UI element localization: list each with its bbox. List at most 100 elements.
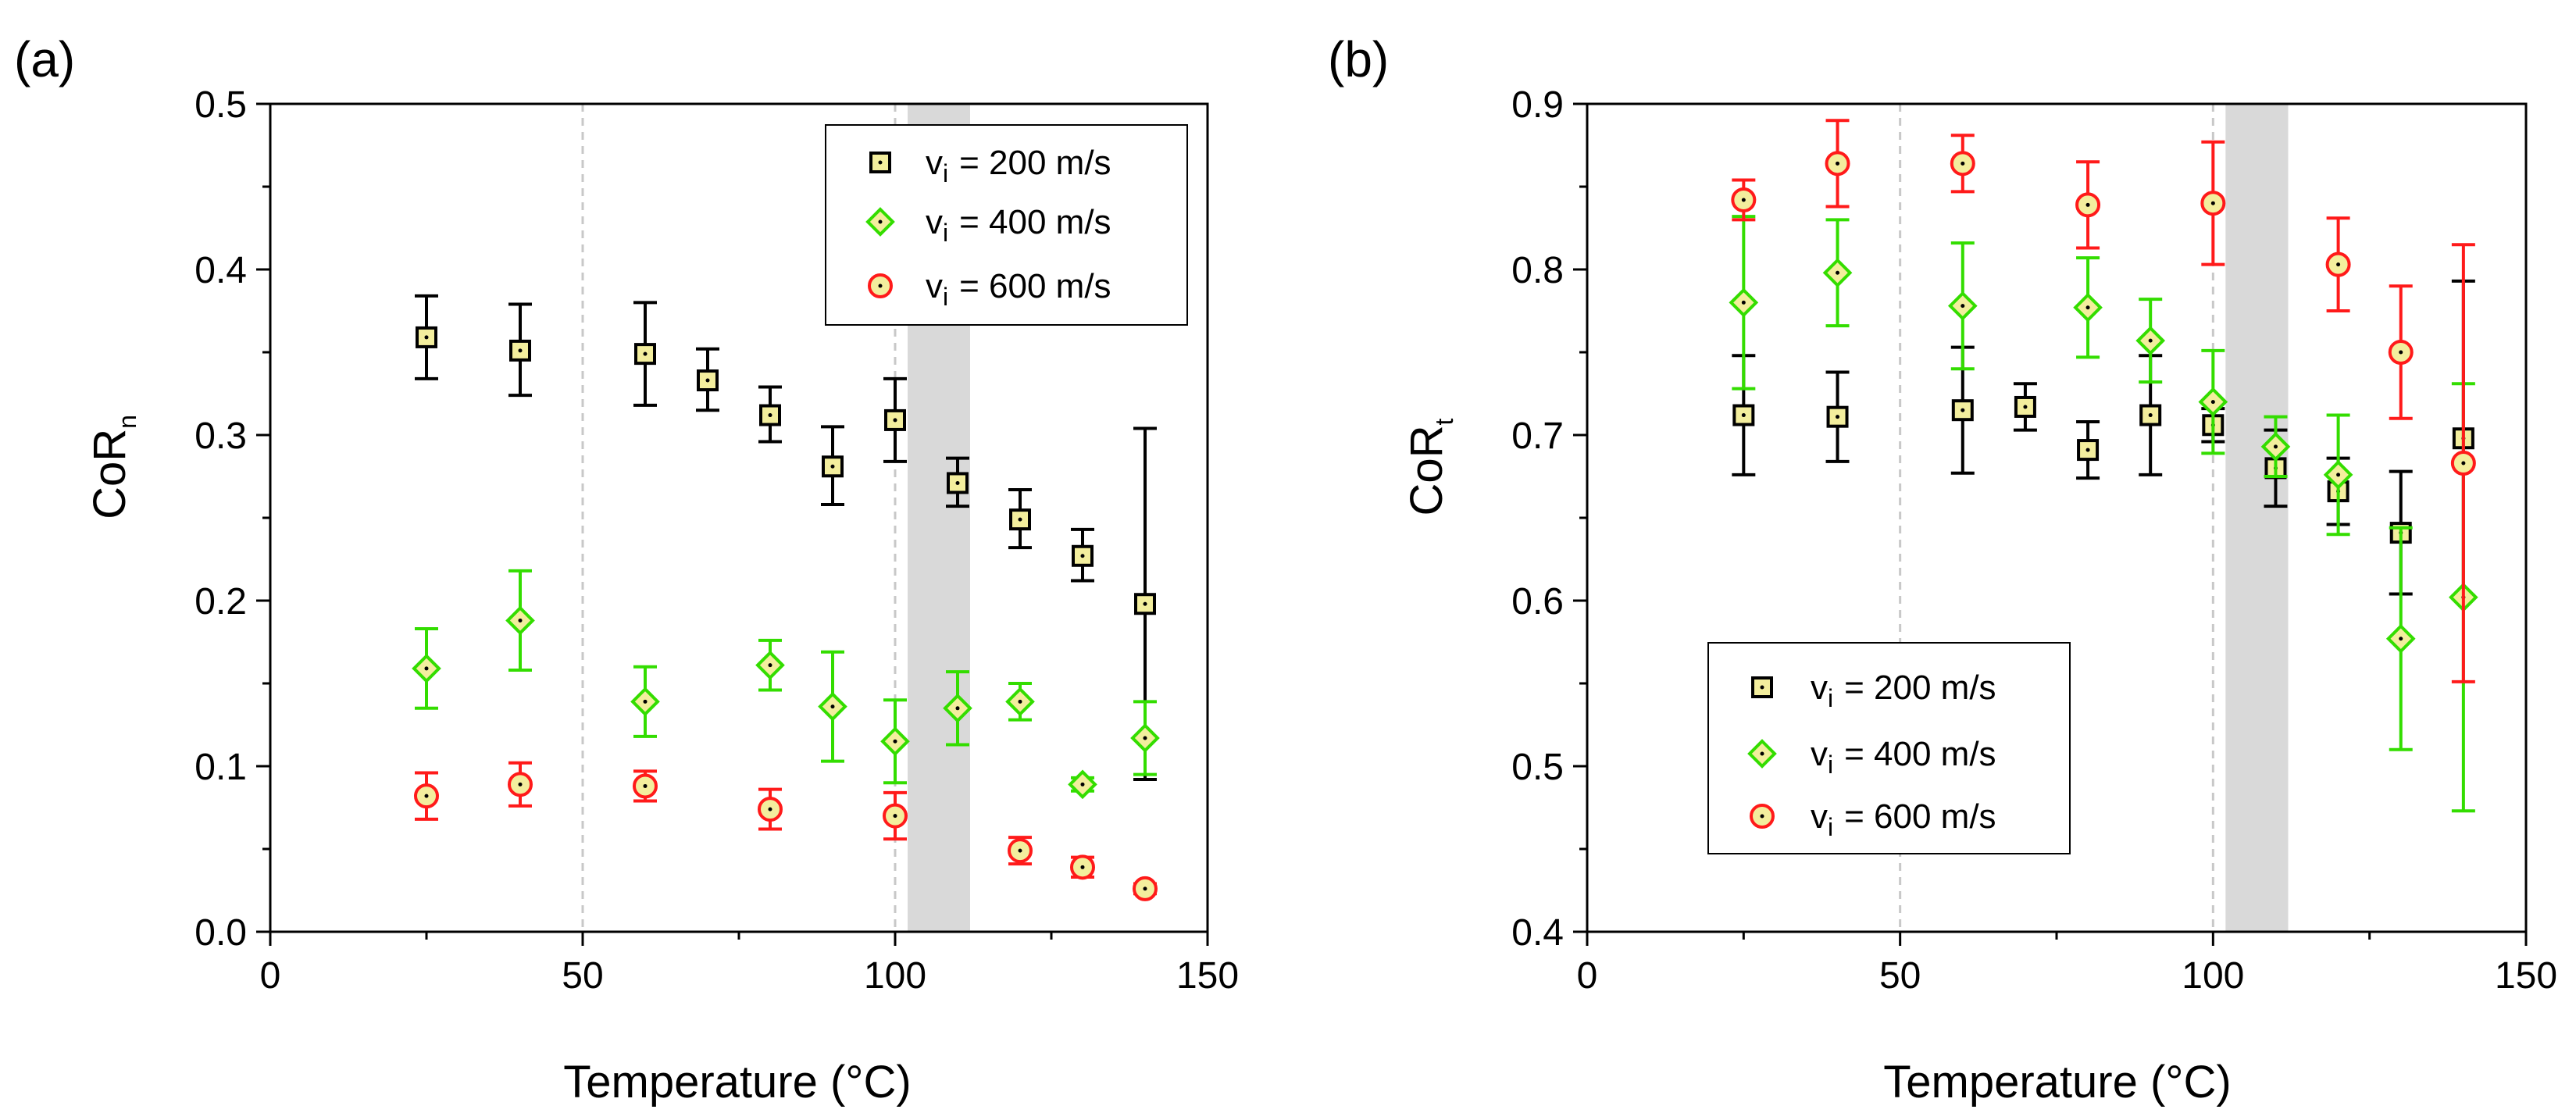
panel-a-x-tick-label: 50: [562, 955, 603, 997]
data-point-center-dot: [1741, 300, 1746, 305]
data-point-center-dot: [424, 335, 429, 340]
panel-a-x-tick-label: 0: [260, 955, 281, 997]
data-point-center-dot: [2085, 202, 2090, 207]
data-point-center-dot: [893, 418, 897, 423]
data-point-center-dot: [424, 666, 429, 671]
data-point-center-dot: [1143, 736, 1147, 740]
data-point-square: [759, 404, 781, 426]
panel-b-y-tick-label: 0.5: [1511, 747, 1564, 788]
data-point-center-dot: [893, 814, 897, 819]
data-point-center-dot: [1080, 865, 1085, 869]
panel-b-y-tick-label: 0.9: [1511, 84, 1564, 126]
panel-b-tag: (b): [1328, 31, 1389, 87]
data-point-center-dot: [1961, 304, 1965, 309]
panel-b-y-axis-title-main: CoR: [1401, 425, 1452, 515]
legend-label-400-sub: i: [1828, 751, 1833, 779]
data-point-center-dot: [1080, 782, 1085, 786]
panel-b-y-tick-label: 0.7: [1511, 416, 1564, 457]
data-point-center-dot: [955, 706, 960, 711]
panel-b-x-tick-label: 0: [1577, 955, 1598, 997]
panel-b-plot-area: 0 50 100 150 0.4 0.5 0.6 0.7 0.8 0.9: [1511, 84, 2557, 997]
legend-label-400-value: = 400 m/s: [1844, 735, 1996, 773]
data-point-center-dot: [2336, 473, 2341, 477]
data-point-center-dot: [705, 378, 710, 383]
legend-label-400-sym: v: [1811, 735, 1828, 773]
legend-label-600: vi = 600 m/s: [1811, 797, 1996, 841]
data-point-center-dot: [518, 618, 523, 622]
panel-b-series-600: [1731, 119, 2476, 683]
legend-circle-marker-dot: [1760, 814, 1764, 819]
data-point-center-dot: [2210, 201, 2215, 205]
data-point-center-dot: [518, 782, 523, 786]
legend-label-600: vi = 600 m/s: [926, 267, 1111, 311]
panel-a-y-tick-label: 0.0: [194, 912, 247, 954]
data-point-center-dot: [1143, 601, 1147, 606]
legend-label-600-sym: v: [1811, 797, 1828, 836]
panel-a-tag: (a): [14, 31, 75, 87]
data-point-center-dot: [2148, 338, 2153, 343]
data-point-center-dot: [768, 663, 772, 668]
data-point-center-dot: [955, 480, 960, 485]
panel-a-y-tick-label: 0.2: [194, 581, 247, 622]
panel-a-series-400: [412, 569, 1160, 800]
panel-a-y-tick-label: 0.4: [194, 250, 247, 291]
panel-a-y-axis-title-group: CoRn: [84, 415, 141, 519]
data-point-center-dot: [2085, 305, 2090, 310]
data-point-square: [1951, 399, 1974, 422]
data-point-center-dot: [424, 794, 429, 798]
legend-diamond-marker-dot: [878, 219, 883, 224]
legend-label-600-sub: i: [943, 283, 948, 311]
panel-b-shaded-region: [2225, 104, 2289, 932]
legend-label-200-sub: i: [943, 159, 948, 187]
data-point-center-dot: [1836, 270, 1840, 275]
legend-circle-marker-dot: [878, 284, 883, 288]
data-point-center-dot: [2399, 637, 2403, 641]
legend-label-200-sym: v: [1811, 669, 1828, 707]
legend-label-200-value: = 200 m/s: [1844, 669, 1996, 707]
data-point-center-dot: [1741, 198, 1746, 202]
data-point-center-dot: [1836, 415, 1840, 419]
data-point-center-dot: [893, 739, 897, 744]
panel-b-y-tick-label: 0.8: [1511, 250, 1564, 291]
data-point-center-dot: [1143, 886, 1147, 891]
legend-label-400-value: = 400 m/s: [959, 203, 1111, 241]
data-point-center-dot: [1018, 517, 1022, 522]
data-point-center-dot: [2023, 405, 2028, 409]
legend-square-marker-dot: [1760, 685, 1764, 690]
legend-label-200: vi = 200 m/s: [1811, 669, 1996, 712]
data-point-center-dot: [1961, 408, 1965, 412]
data-point-center-dot: [643, 351, 648, 356]
panel-a-x-tick-label: 150: [1176, 955, 1239, 997]
legend-label-600-value: = 600 m/s: [959, 267, 1111, 305]
data-point-center-dot: [518, 348, 523, 353]
data-point-center-dot: [1018, 699, 1022, 704]
data-point-center-dot: [1741, 413, 1746, 418]
data-point-center-dot: [643, 783, 648, 788]
panel-a-y-axis-title-sub: n: [113, 415, 141, 429]
data-point-center-dot: [2085, 448, 2090, 452]
panel-b-x-axis-title: Temperature (°C): [1883, 1057, 2231, 1108]
panel-b-x-tick-label: 50: [1879, 955, 1921, 997]
panel-a-y-axis-title: CoRn: [84, 415, 141, 519]
legend-label-400-sym: v: [926, 203, 943, 241]
data-point-center-dot: [830, 464, 835, 469]
panel-b-y-tick-label: 0.4: [1511, 912, 1564, 954]
legend-label-200-sub: i: [1828, 684, 1833, 712]
panel-b-y-tick-label: 0.6: [1511, 581, 1564, 622]
legend-label-200-sym: v: [926, 144, 943, 182]
legend-square-marker-dot: [878, 160, 883, 165]
panel-a-legend-entry-600: vi = 600 m/s: [868, 267, 1111, 311]
panel-a-y-tick-label: 0.1: [194, 747, 247, 788]
panel-a-series-200: [415, 294, 1157, 781]
panel-b-y-axis-title-group: CoRt: [1401, 418, 1458, 515]
panel-a-y-tick-label: 0.3: [194, 416, 247, 457]
panel-a-legend: vi = 200 m/s vi = 400 m/s vi = 600 m/s: [825, 124, 1188, 326]
legend-label-600-value: = 600 m/s: [1844, 797, 1996, 836]
data-point-center-dot: [2273, 444, 2278, 449]
legend-label-400-sub: i: [943, 219, 948, 247]
panel-b-legend-entry-400: vi = 400 m/s: [1747, 735, 1996, 779]
panel-b-y-axis-title-sub: t: [1430, 418, 1458, 425]
panel-a-legend-entry-400: vi = 400 m/s: [865, 203, 1111, 247]
